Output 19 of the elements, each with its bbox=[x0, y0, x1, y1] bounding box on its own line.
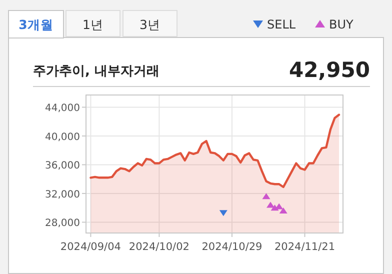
text: 1년 bbox=[82, 17, 104, 32]
text: 42,950 bbox=[288, 58, 370, 82]
legend-label: SELL bbox=[267, 18, 296, 32]
legend-label: BUY bbox=[329, 18, 354, 32]
point bbox=[262, 193, 270, 200]
x-tick-label: 2024/10/02 bbox=[128, 241, 190, 253]
y-tick-label: 32,000 bbox=[45, 189, 80, 200]
text: 3년 bbox=[140, 17, 160, 32]
x-tick-label: 2024/09/04 bbox=[60, 241, 122, 253]
y-tick-label: 28,000 bbox=[45, 218, 80, 230]
y-tick-label: 40,000 bbox=[45, 132, 80, 143]
text: 3개월 bbox=[18, 17, 54, 32]
point bbox=[219, 210, 228, 216]
y-tick-label: 36,000 bbox=[45, 160, 80, 172]
x-tick-label: 2024/10/29 bbox=[202, 241, 262, 253]
y-tick-label: 44,000 bbox=[45, 103, 80, 114]
chart-title: 주가추이, 내부자거래 bbox=[33, 64, 160, 79]
point bbox=[279, 208, 288, 214]
x-tick-label: 2024/11/21 bbox=[274, 241, 336, 253]
